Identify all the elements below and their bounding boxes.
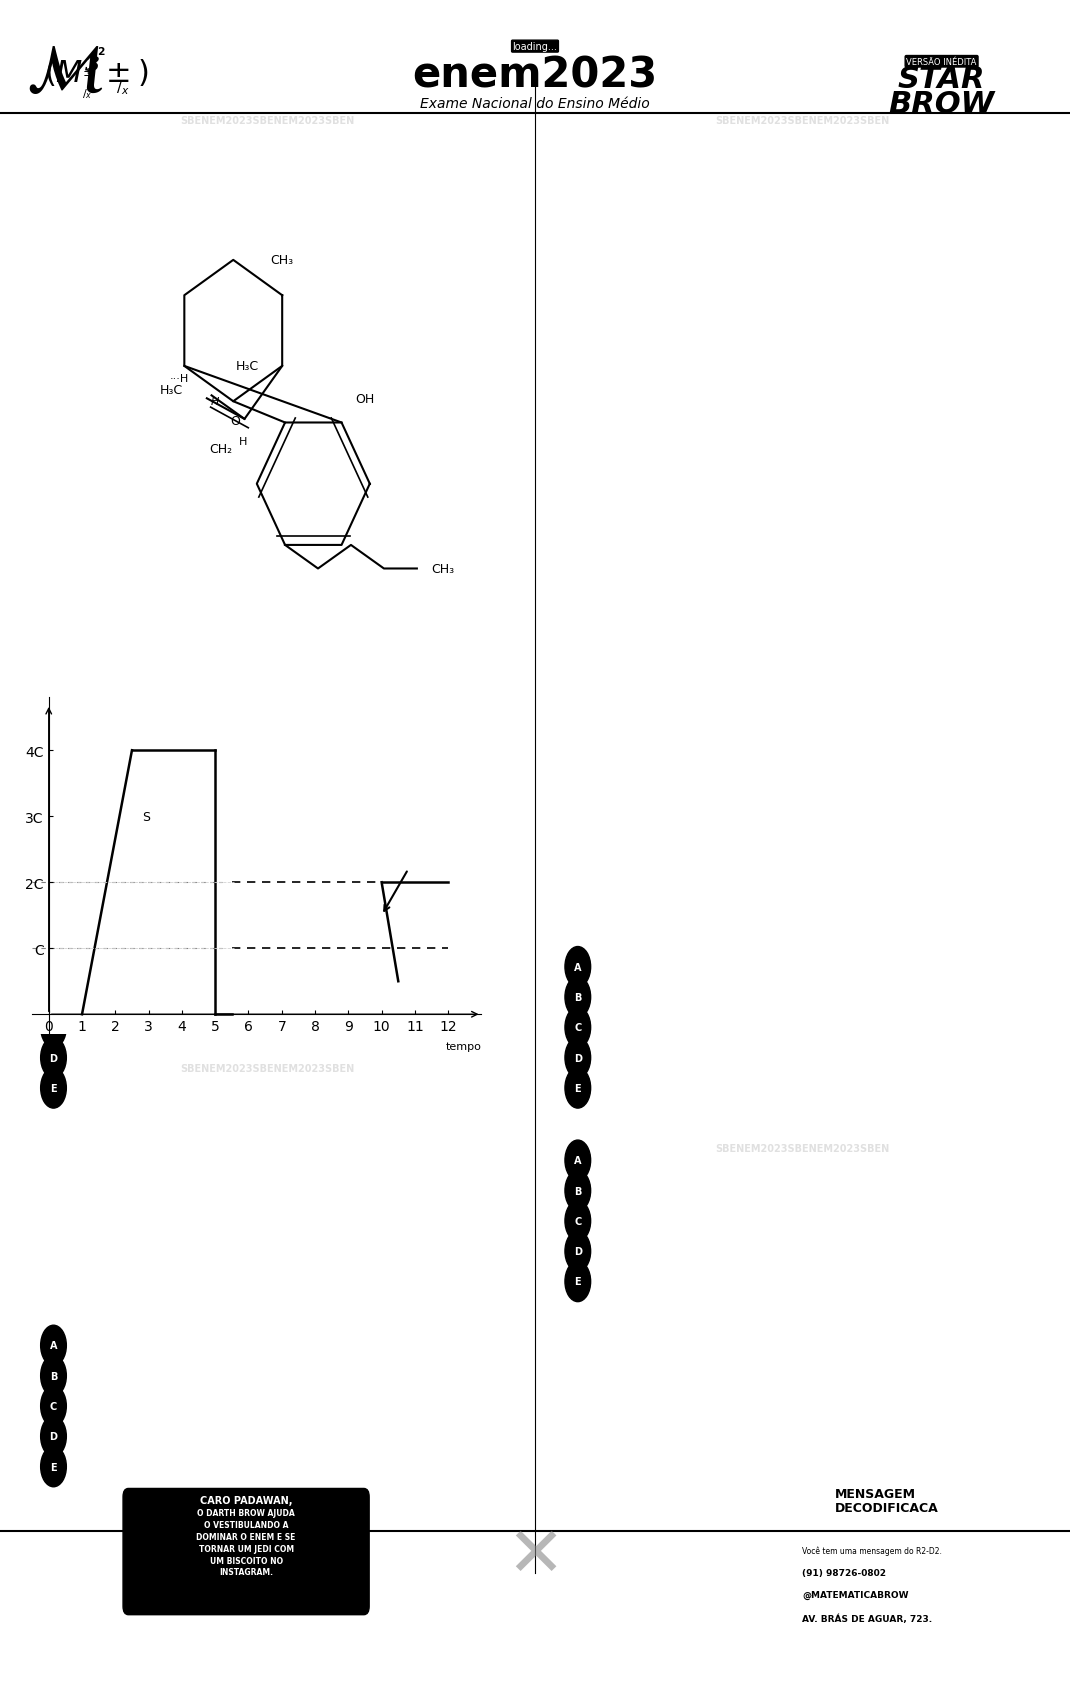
Circle shape (565, 1008, 591, 1048)
Circle shape (565, 1231, 591, 1272)
Text: MENSAGEM
DECODIFICACA: MENSAGEM DECODIFICACA (835, 1487, 938, 1514)
Text: D: D (49, 1431, 58, 1441)
Text: C: C (575, 1216, 581, 1226)
Circle shape (565, 1140, 591, 1181)
Circle shape (41, 1447, 66, 1487)
Circle shape (41, 1038, 66, 1078)
Text: A: A (574, 1156, 582, 1166)
Text: A: A (49, 1341, 58, 1351)
Text: $(M^{\mathregular{3}}\pm)$: $(M^{\mathregular{3}}\pm)$ (44, 54, 149, 91)
Text: SBENEM2023SBENEM2023SBEN: SBENEM2023SBENEM2023SBEN (716, 1144, 889, 1154)
Circle shape (41, 977, 66, 1018)
Text: $\pm$: $\pm$ (82, 66, 93, 79)
Circle shape (565, 1038, 591, 1078)
FancyBboxPatch shape (123, 1489, 369, 1615)
Text: E: E (50, 1462, 57, 1472)
Text: SBENEM2023SBENEM2023SBEN: SBENEM2023SBENEM2023SBEN (716, 116, 889, 126)
Text: CH₃: CH₃ (271, 254, 294, 267)
Text: D: D (574, 1246, 582, 1256)
Text: CH₃: CH₃ (431, 563, 454, 575)
Text: $^{\mathbf{2}}$: $^{\mathbf{2}}$ (97, 49, 106, 62)
Text: OH: OH (355, 392, 374, 405)
Circle shape (41, 1068, 66, 1108)
Text: H₃C: H₃C (160, 383, 183, 397)
Text: C: C (50, 1401, 57, 1411)
Circle shape (565, 1201, 591, 1241)
Text: CH₂: CH₂ (210, 444, 232, 456)
Text: AV. BRÁS DE AGUAR, 723.: AV. BRÁS DE AGUAR, 723. (802, 1613, 933, 1623)
Circle shape (565, 977, 591, 1018)
Text: loading...: loading... (513, 42, 557, 52)
Circle shape (565, 1068, 591, 1108)
Circle shape (41, 947, 66, 987)
Circle shape (41, 1325, 66, 1366)
Text: B: B (575, 1186, 581, 1196)
Text: H: H (210, 397, 218, 407)
Text: A: A (574, 962, 582, 972)
Text: C: C (575, 1023, 581, 1033)
Text: O DARTH BROW AJUDA
O VESTIBULANDO A
DOMINAR O ENEM E SE
TORNAR UM JEDI COM
UM BI: O DARTH BROW AJUDA O VESTIBULANDO A DOMI… (197, 1509, 295, 1576)
Text: CARO PADAWAN,: CARO PADAWAN, (200, 1495, 292, 1505)
Text: BROW: BROW (888, 89, 995, 119)
Text: tempo: tempo (445, 1041, 482, 1051)
Text: $/_{x}$: $/_{x}$ (82, 87, 93, 101)
Text: H: H (239, 437, 247, 447)
Text: ✕: ✕ (506, 1522, 564, 1589)
Text: $/_{x}$: $/_{x}$ (117, 77, 129, 98)
Text: E: E (50, 1083, 57, 1093)
Text: A: A (49, 962, 58, 972)
Circle shape (565, 1262, 591, 1302)
Text: B: B (50, 992, 57, 1002)
Text: VERSÃO INÉDITA: VERSÃO INÉDITA (906, 57, 977, 67)
Circle shape (41, 1008, 66, 1048)
Text: SBENEM2023SBENEM2023SBEN: SBENEM2023SBENEM2023SBEN (181, 1063, 354, 1073)
Text: D: D (49, 1053, 58, 1063)
Text: E: E (575, 1083, 581, 1093)
Text: @MATEMATICABROW: @MATEMATICABROW (802, 1589, 910, 1600)
Text: H₃C: H₃C (235, 360, 259, 373)
Text: D: D (574, 1053, 582, 1063)
Text: (91) 98726-0802: (91) 98726-0802 (802, 1568, 887, 1578)
Text: B: B (575, 992, 581, 1002)
Text: STAR: STAR (898, 64, 985, 94)
Text: ···H: ···H (170, 373, 189, 383)
Text: C: C (50, 1023, 57, 1033)
Circle shape (41, 1416, 66, 1457)
Circle shape (41, 1356, 66, 1396)
Circle shape (565, 947, 591, 987)
Text: E: E (575, 1277, 581, 1287)
Text: B: B (50, 1371, 57, 1381)
Text: Exame Nacional do Ensino Médio: Exame Nacional do Ensino Médio (421, 98, 649, 111)
Text: S: S (142, 811, 150, 822)
Text: loading...: loading... (513, 42, 557, 52)
Text: $\mathcal{M}$: $\mathcal{M}$ (26, 40, 103, 104)
Text: SBENEM2023SBENEM2023SBEN: SBENEM2023SBENEM2023SBEN (181, 116, 354, 126)
Text: O: O (231, 415, 241, 427)
Circle shape (565, 1171, 591, 1211)
Circle shape (41, 1386, 66, 1426)
Text: enem2023: enem2023 (412, 56, 658, 96)
Text: Você tem uma mensagem do R2-D2.: Você tem uma mensagem do R2-D2. (802, 1546, 943, 1556)
